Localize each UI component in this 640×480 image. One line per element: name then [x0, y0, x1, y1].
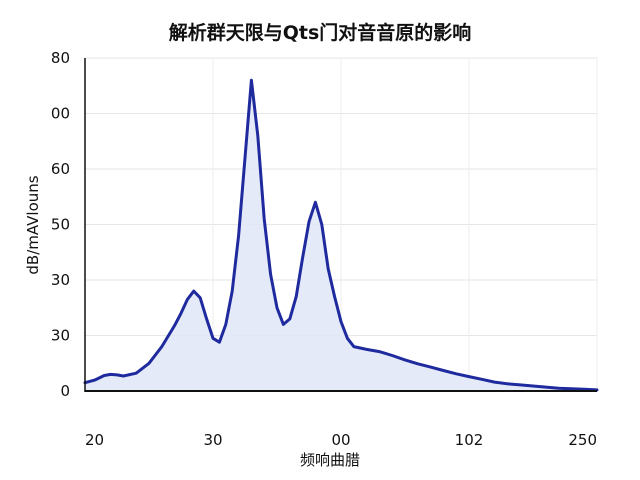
chart-title: 解析群天限与Qts门对音音原的影响	[168, 22, 472, 44]
y-tick-label: 00	[51, 105, 70, 123]
x-tick-label: 00	[331, 431, 350, 449]
x-tick-label: 250	[568, 431, 597, 449]
series-line	[83, 78, 599, 392]
x-tick-label: 102	[455, 431, 484, 449]
x-tick-labels: 20 30 00 102 250	[85, 431, 597, 449]
y-tick-labels: 0 30 30 50 60 00 80	[51, 49, 70, 400]
y-tick-label: 50	[51, 216, 70, 234]
series-area-fill	[85, 80, 597, 391]
y-axis-label: dB/mAVlouns	[24, 175, 42, 274]
y-tick-label: 0	[60, 382, 70, 400]
x-tick-label: 20	[85, 431, 104, 449]
x-axis-label: 频响曲腊	[300, 451, 360, 469]
y-tick-label: 30	[51, 327, 70, 345]
x-tick-label: 30	[203, 431, 222, 449]
y-tick-label: 30	[51, 271, 70, 289]
y-tick-label: 60	[51, 160, 70, 178]
y-tick-label: 80	[51, 49, 70, 67]
